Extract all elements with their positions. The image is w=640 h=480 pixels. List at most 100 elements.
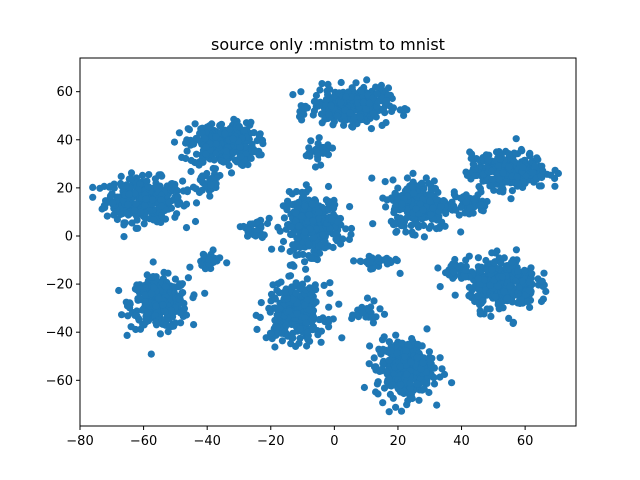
scatter-point — [366, 342, 374, 350]
scatter-point — [301, 202, 309, 210]
scatter-point — [266, 329, 275, 337]
scatter-point — [452, 206, 460, 214]
scatter-point — [409, 231, 417, 239]
scatter-point — [170, 138, 179, 146]
scatter-point — [372, 363, 380, 371]
scatter-point — [385, 338, 393, 346]
scatter-point — [201, 289, 209, 297]
scatter-point — [127, 175, 135, 183]
scatter-point — [179, 177, 187, 185]
scatter-point — [301, 301, 309, 309]
scatter-point — [389, 176, 397, 184]
scatter-point — [149, 216, 158, 224]
scatter-point — [403, 185, 411, 193]
scatter-point — [117, 172, 125, 180]
scatter-point — [126, 299, 134, 307]
scatter-point — [392, 331, 400, 339]
scatter-point — [320, 281, 328, 289]
scatter-point — [506, 282, 514, 290]
scatter-point — [426, 197, 434, 205]
scatter-point — [332, 230, 340, 238]
scatter-point — [475, 183, 483, 191]
x-axis: −80 −60 −40 −20 0 20 40 60 — [66, 426, 533, 449]
scatter-point — [296, 325, 304, 333]
scatter-point — [369, 110, 377, 118]
scatter-point — [419, 206, 427, 214]
scatter-point — [436, 223, 444, 231]
scatter-point — [385, 375, 393, 383]
scatter-point — [436, 354, 444, 362]
scatter-point — [486, 182, 494, 190]
scatter-point — [149, 258, 157, 266]
scatter-point — [396, 106, 404, 114]
scatter-point — [248, 220, 256, 228]
scatter-point — [307, 137, 315, 145]
scatter-point — [237, 152, 245, 161]
scatter-point — [244, 232, 252, 240]
scatter-point — [205, 256, 213, 264]
scatter-point — [469, 209, 477, 217]
scatter-point — [437, 203, 445, 211]
scatter-point — [420, 221, 428, 230]
scatter-point — [352, 79, 360, 87]
scatter-point — [202, 143, 210, 151]
scatter-point — [408, 394, 416, 403]
scatter-point — [376, 305, 384, 313]
scatter-point — [392, 403, 400, 411]
scatter-point — [408, 335, 416, 343]
scatter-point — [151, 175, 159, 183]
scatter-point — [212, 140, 220, 148]
x-tick-label: −20 — [257, 434, 284, 449]
scatter-point — [427, 211, 435, 219]
scatter-point — [258, 136, 267, 144]
scatter-point — [376, 367, 384, 375]
scatter-point — [303, 275, 311, 283]
scatter-point — [474, 254, 482, 262]
scatter-point — [508, 172, 516, 180]
scatter-point — [387, 347, 395, 355]
scatter-point — [209, 164, 217, 173]
scatter-point — [138, 171, 147, 179]
scatter-point — [370, 297, 378, 305]
scatter-point — [182, 154, 190, 163]
scatter-point — [292, 279, 300, 287]
scatter-point — [117, 182, 125, 190]
scatter-point — [430, 380, 439, 388]
scatter-point — [274, 329, 282, 337]
scatter-point — [222, 147, 230, 155]
scatter-point — [182, 311, 191, 319]
scatter-point — [305, 306, 314, 314]
data-points — [89, 76, 563, 416]
scatter-point — [293, 310, 301, 318]
scatter-point — [313, 150, 322, 158]
scatter-point — [148, 196, 157, 204]
scatter-point — [257, 231, 265, 240]
scatter-point — [482, 256, 490, 265]
scatter-point — [512, 135, 520, 143]
scatter-point — [141, 291, 149, 299]
scatter-point — [201, 134, 209, 143]
scatter-point — [385, 408, 393, 416]
scatter-point — [161, 282, 170, 291]
scatter-point — [474, 292, 482, 300]
scatter-point — [174, 193, 182, 201]
scatter-point — [508, 187, 516, 195]
scatter-point — [301, 258, 309, 266]
scatter-point — [273, 323, 281, 331]
scatter-point — [316, 86, 324, 94]
scatter-point — [498, 273, 506, 281]
scatter-point — [430, 177, 438, 185]
scatter-point — [175, 129, 183, 137]
scatter-point — [150, 284, 158, 292]
scatter-point — [346, 203, 354, 211]
scatter-point — [177, 319, 185, 327]
scatter-point — [161, 308, 169, 316]
scatter-point — [409, 169, 417, 177]
scatter-point — [448, 379, 456, 387]
scatter-point — [315, 134, 323, 142]
scatter-point — [396, 381, 405, 389]
scatter-point — [391, 220, 399, 228]
scatter-point — [462, 198, 470, 206]
scatter-point — [282, 321, 290, 329]
